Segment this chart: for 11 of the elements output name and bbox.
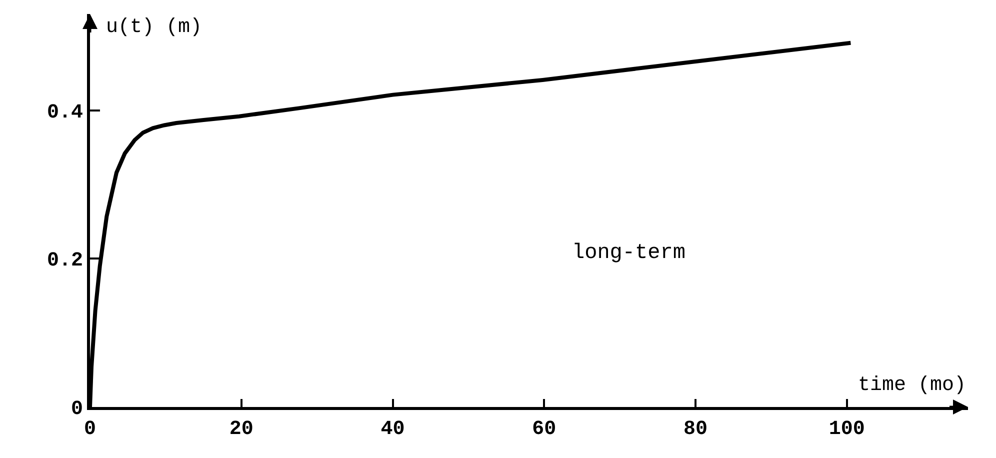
annotation: long-term [572, 242, 686, 265]
y-tick-label: 0.4 [46, 101, 83, 124]
x-tick-label: 40 [380, 418, 405, 441]
x-tick-label: 100 [828, 418, 865, 441]
x-tick-label: 80 [684, 418, 708, 441]
y-tick-label: 0 [70, 398, 83, 421]
x-tick-label: 60 [532, 418, 556, 441]
y-tick-label: 0.2 [46, 250, 83, 273]
x-tick-label: 20 [229, 418, 254, 441]
y-axis-title: u(t) (m) [106, 16, 202, 39]
x-axis-title: time (mo) [858, 374, 966, 397]
